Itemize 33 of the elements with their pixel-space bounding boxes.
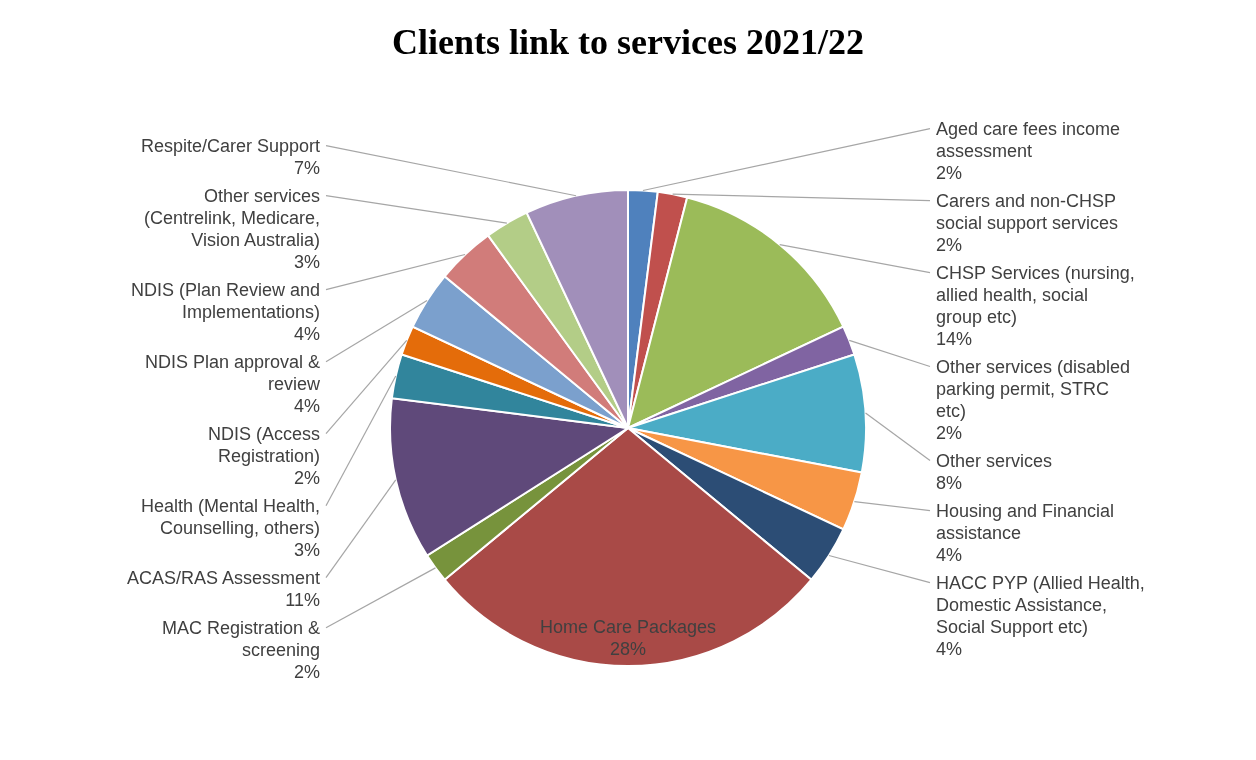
data-label: 4% [936,544,963,565]
slice-label: ACAS/RAS Assessment [126,567,320,588]
data-label: 4% [936,638,963,659]
slice-label: Other services (disabled parking permit, STRC etc) [936,356,1131,421]
data-label: 11% [285,589,320,610]
data-label: 7% [293,157,320,178]
slice-label: Health (Mental Health, Counselling, others) [140,495,320,538]
slice-label: Housing and Financial assistance [936,500,1115,543]
slice-label: Other services [936,450,1053,471]
slice-label: MAC Registration & screening [161,617,320,660]
slice-label: Respite/Carer Support [140,135,320,156]
slice-label: HACC PYP (Allied Health, Domestic Assistance, Social Support etc) [936,572,1145,637]
data-label: 14% [936,328,973,349]
data-label: 4% [293,323,320,344]
slice-label: NDIS Plan approval & review [144,351,321,394]
slice-label: NDIS (Plan Review and Implementations) [130,279,320,322]
slice-label: Home Care Packages [539,617,717,637]
data-label: 3% [293,539,320,560]
slice-label: CHSP Services (nursing, allied health, social group etc) [936,262,1135,327]
data-label: 2% [293,661,320,682]
data-label: 2% [293,467,320,488]
slice-label: Carers and non-CHSP social support services [936,190,1119,233]
data-label: 2% [936,422,963,443]
slice-label: Aged care fees income assessment [936,118,1121,161]
data-label: 28% [609,639,647,659]
data-label: 2% [936,162,963,183]
slice-label: Other services (Centrelink, Medicare, Vision Australia) [143,185,320,250]
data-label: 8% [936,472,963,493]
slice-label: NDIS (Access Registration) [207,423,320,466]
data-label: 3% [293,251,320,272]
data-label: 4% [293,395,320,416]
chart-title: Clients link to services 2021/22 [392,22,864,62]
data-label: 2% [936,234,963,255]
